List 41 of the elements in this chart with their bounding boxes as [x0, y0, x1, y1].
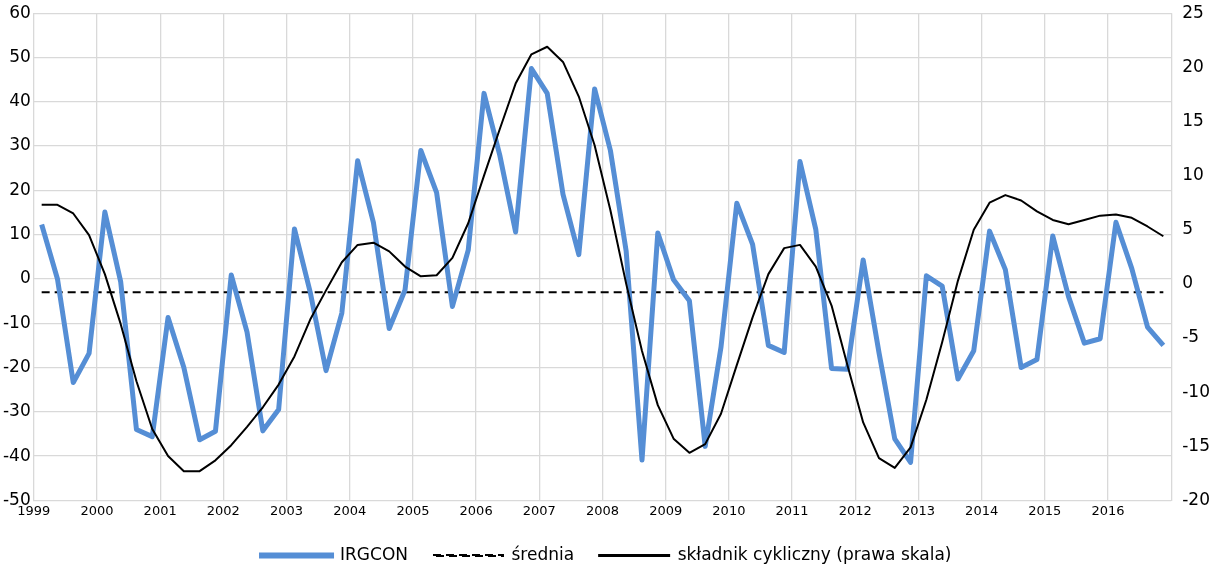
- x-tick-label: 2010: [712, 502, 746, 518]
- y2-tick-label: 20: [1182, 55, 1204, 76]
- x-tick-label: 2002: [206, 502, 240, 518]
- y-tick-label: -20: [2, 355, 31, 376]
- x-tick-label: 2013: [901, 502, 936, 518]
- x-tick-label: 2012: [838, 502, 872, 518]
- x-tick-label: 2004: [333, 502, 367, 518]
- x-tick-label: 2008: [585, 502, 620, 518]
- x-tick-label: 2000: [80, 502, 114, 518]
- y-tick-label: 30: [9, 134, 31, 155]
- y-tick-label: -40: [2, 444, 31, 465]
- y-tick-label: 60: [9, 1, 31, 22]
- y2-tick-label: 5: [1182, 218, 1194, 239]
- y-tick-label: 10: [9, 223, 31, 244]
- x-tick-label: 2005: [396, 502, 430, 518]
- y2-tick-label: 0: [1182, 272, 1194, 293]
- y-tick-label: 0: [19, 267, 31, 288]
- legend-label: IRGCON: [340, 543, 408, 564]
- y-tick-label: 20: [9, 178, 31, 199]
- y2-tick-label: -20: [1182, 488, 1211, 509]
- y2-tick-label: 10: [1182, 164, 1204, 185]
- x-tick-label: 2016: [1091, 502, 1125, 518]
- x-tick-label: 2011: [775, 502, 809, 518]
- y-tick-label: -30: [2, 400, 31, 421]
- x-tick-label: 2009: [649, 502, 683, 518]
- x-tick-label: 2015: [1028, 502, 1062, 518]
- legend-label: składnik cykliczny (prawa skala): [677, 543, 952, 564]
- x-tick-label: 2003: [269, 502, 304, 518]
- y2-tick-label: -5: [1182, 326, 1200, 347]
- y-tick-label: -10: [2, 311, 31, 332]
- x-tick-label: 2014: [965, 502, 999, 518]
- y2-tick-label: 25: [1182, 1, 1204, 22]
- y-tick-label: 40: [9, 90, 31, 111]
- y2-tick-label: -10: [1182, 380, 1211, 401]
- x-tick-label: 2006: [459, 502, 493, 518]
- x-tick-label: 2007: [522, 502, 556, 518]
- x-tick-label: 2001: [143, 502, 177, 518]
- y2-tick-label: -15: [1182, 434, 1211, 455]
- y-tick-label: 50: [9, 45, 31, 66]
- legend-label: średnia: [511, 543, 575, 564]
- y2-tick-label: 15: [1182, 109, 1204, 130]
